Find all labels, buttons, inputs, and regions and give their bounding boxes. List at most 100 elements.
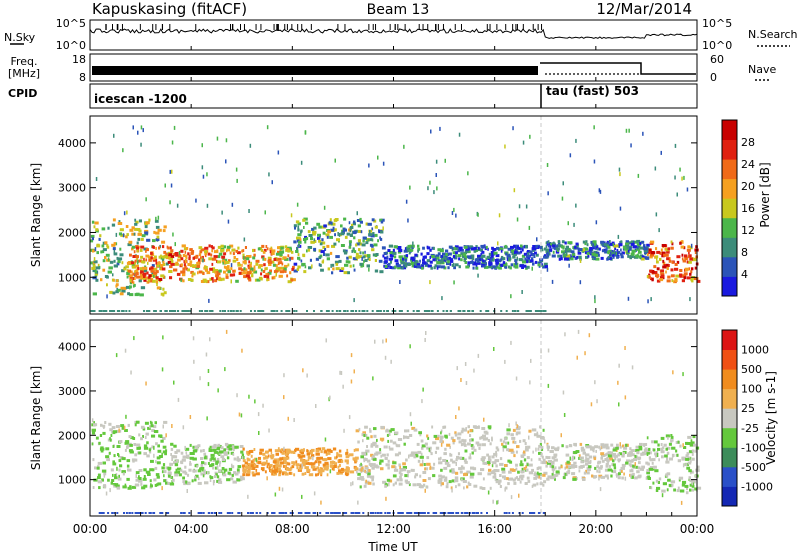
velocity-cell	[440, 431, 442, 435]
power-ground-cell	[383, 310, 386, 312]
power-cell	[464, 245, 468, 249]
power-cell	[516, 251, 521, 255]
velocity-cell	[380, 425, 385, 429]
velocity-ground-cell	[238, 512, 241, 514]
velocity-cell	[272, 472, 276, 476]
velocity-cell	[116, 486, 121, 490]
power-cell	[155, 276, 159, 280]
velocity-cell	[110, 481, 113, 485]
velocity-cell	[372, 482, 375, 486]
power-cell	[331, 271, 334, 275]
power-cell	[588, 250, 593, 254]
power-cell	[209, 267, 213, 271]
power-cell	[500, 249, 503, 253]
power-ground-cell	[363, 310, 366, 312]
velocity-cell	[371, 455, 375, 459]
velocity-ground-cell	[401, 512, 404, 514]
velocity-cell	[670, 480, 676, 484]
velocity-cell	[373, 464, 377, 468]
power-cell	[467, 255, 472, 259]
velocity-cell	[614, 457, 617, 461]
velocity-cell	[649, 451, 652, 455]
power-cell	[271, 249, 276, 253]
velocity-cell	[449, 469, 452, 473]
power-cell	[634, 245, 638, 249]
power-cell	[207, 252, 211, 256]
velocity-cell	[137, 477, 142, 480]
velocity-scatter-cell	[631, 365, 634, 370]
power-ground-cell	[449, 310, 452, 312]
velocity-cell	[265, 455, 269, 459]
power-ground-cell	[462, 310, 465, 312]
power-cell	[403, 264, 406, 268]
power-cell	[488, 265, 492, 269]
power-cell	[92, 269, 97, 273]
velocity-cell	[391, 465, 396, 469]
power-cell	[325, 253, 330, 257]
power-cell	[155, 225, 160, 229]
power-ground-cell	[379, 310, 382, 312]
velocity-cell	[420, 439, 424, 443]
power-cell	[574, 256, 578, 260]
velocity-cell	[540, 452, 543, 456]
velocity-cell	[173, 461, 177, 465]
velocity-ground-cell	[503, 512, 506, 514]
power-ground-cell	[412, 310, 415, 312]
velocity-cell	[128, 435, 132, 439]
velocity-cell	[509, 448, 514, 452]
velocity-cell	[606, 476, 609, 480]
velocity-cell	[393, 468, 399, 472]
power-cell	[370, 234, 375, 238]
velocity-cell	[525, 468, 529, 472]
power-scatter-cell	[107, 257, 110, 262]
power-cell	[115, 242, 118, 246]
velocity-cell	[281, 472, 285, 476]
x-tick-label: 20:00	[579, 522, 614, 536]
power-cell	[545, 248, 550, 252]
power-cell	[182, 273, 186, 277]
power-cell	[502, 257, 506, 261]
power-cell	[252, 256, 256, 260]
velocity-cell	[426, 456, 430, 460]
power-ground-cell	[257, 310, 260, 312]
power-cell	[203, 279, 208, 283]
power-cell	[535, 244, 538, 248]
velocity-cell	[497, 479, 502, 483]
power-cell	[691, 267, 694, 271]
power-cell	[489, 258, 492, 262]
power-scatter-cell	[169, 169, 171, 174]
cpid-label: CPID	[8, 87, 37, 100]
velocity-cell	[632, 464, 635, 468]
velocity-colorbar-swatch	[722, 427, 737, 448]
power-cell	[364, 250, 366, 254]
velocity-cell	[406, 470, 411, 474]
velocity-ground-cell	[180, 512, 183, 514]
velocity-cell	[608, 464, 611, 468]
power-cell	[435, 256, 440, 260]
power-cell	[95, 228, 99, 232]
power-cell	[609, 240, 611, 243]
velocity-cell	[538, 444, 541, 448]
power-y-tick-label: 1000	[58, 271, 86, 284]
velocity-cell	[636, 470, 640, 474]
velocity-cell	[275, 452, 279, 456]
power-cell	[238, 267, 242, 271]
velocity-cell	[92, 486, 95, 489]
velocity-cell	[389, 479, 393, 483]
velocity-cell	[118, 468, 121, 472]
power-ground-cell	[306, 310, 308, 312]
velocity-cell	[259, 451, 263, 455]
power-cell	[148, 218, 151, 222]
power-cell	[93, 264, 96, 268]
velocity-cell	[154, 483, 158, 487]
velocity-ground-cell	[416, 512, 418, 514]
power-cell	[345, 249, 348, 253]
power-ground-cell	[288, 310, 291, 312]
power-cell	[273, 270, 278, 274]
power-ground-cell	[272, 310, 275, 312]
velocity-scatter-cell	[352, 481, 354, 486]
velocity-cell	[118, 474, 120, 478]
power-cell	[135, 255, 139, 259]
power-cell	[352, 222, 356, 226]
velocity-cell	[591, 474, 594, 478]
